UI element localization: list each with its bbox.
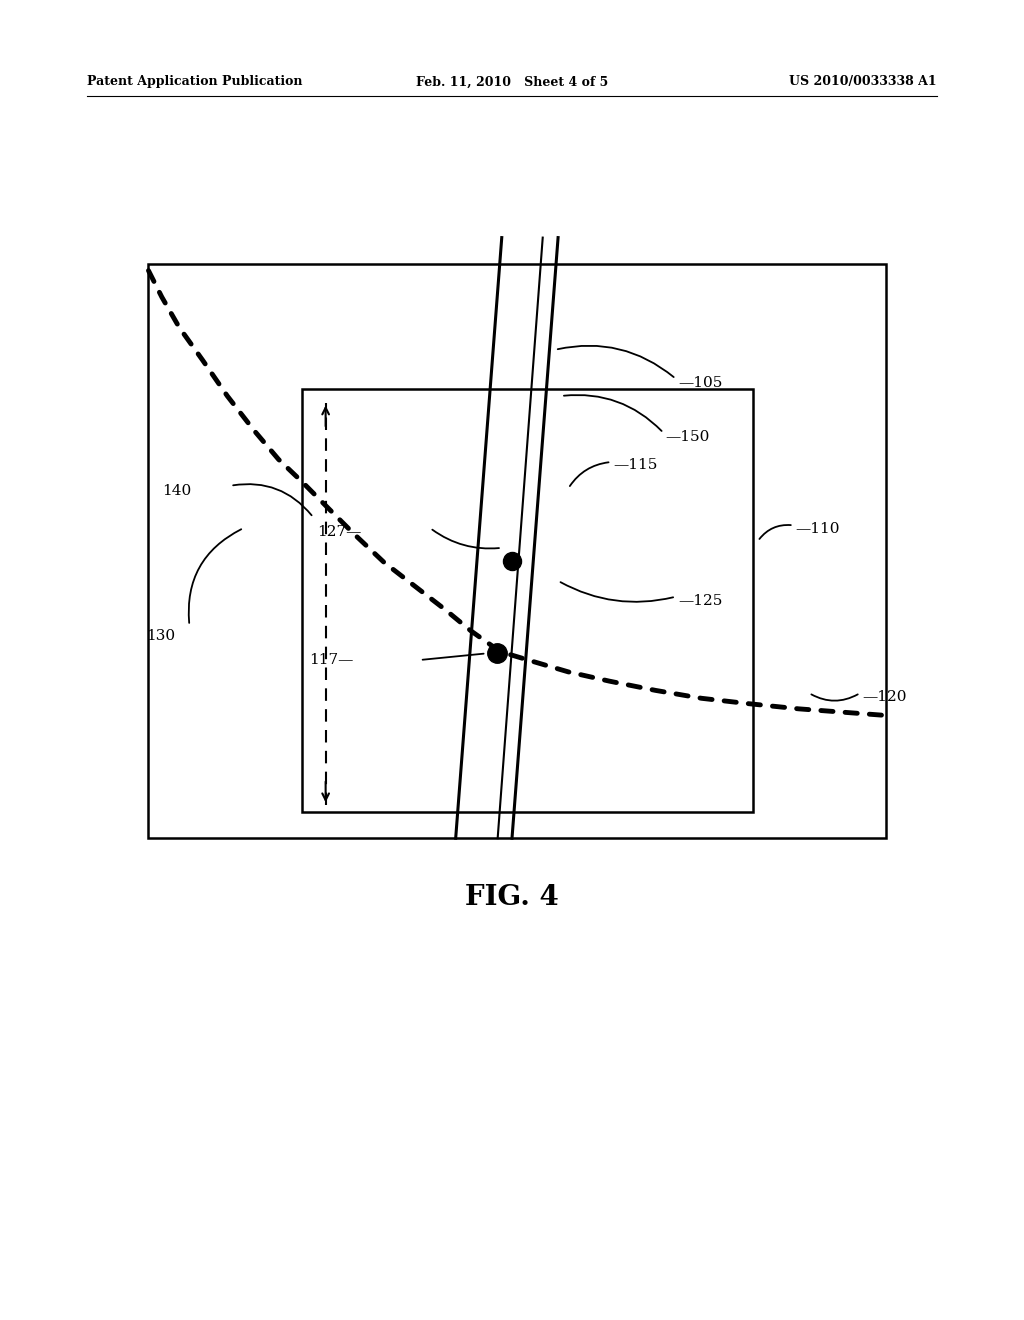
Bar bbox=[302, 389, 753, 812]
Bar bbox=[148, 264, 886, 838]
Text: 140: 140 bbox=[162, 484, 191, 498]
Text: 130: 130 bbox=[146, 630, 175, 643]
Text: 127—: 127— bbox=[317, 525, 361, 539]
Text: Patent Application Publication: Patent Application Publication bbox=[87, 75, 302, 88]
Text: —150: —150 bbox=[666, 430, 710, 444]
Text: —110: —110 bbox=[796, 523, 840, 536]
Text: US 2010/0033338 A1: US 2010/0033338 A1 bbox=[790, 75, 937, 88]
Text: 117—: 117— bbox=[309, 653, 353, 667]
Text: —120: —120 bbox=[862, 690, 906, 704]
Text: —105: —105 bbox=[678, 376, 722, 389]
Text: —125: —125 bbox=[678, 594, 722, 607]
Text: Feb. 11, 2010   Sheet 4 of 5: Feb. 11, 2010 Sheet 4 of 5 bbox=[416, 75, 608, 88]
Text: —115: —115 bbox=[613, 458, 657, 471]
Text: FIG. 4: FIG. 4 bbox=[465, 884, 559, 911]
